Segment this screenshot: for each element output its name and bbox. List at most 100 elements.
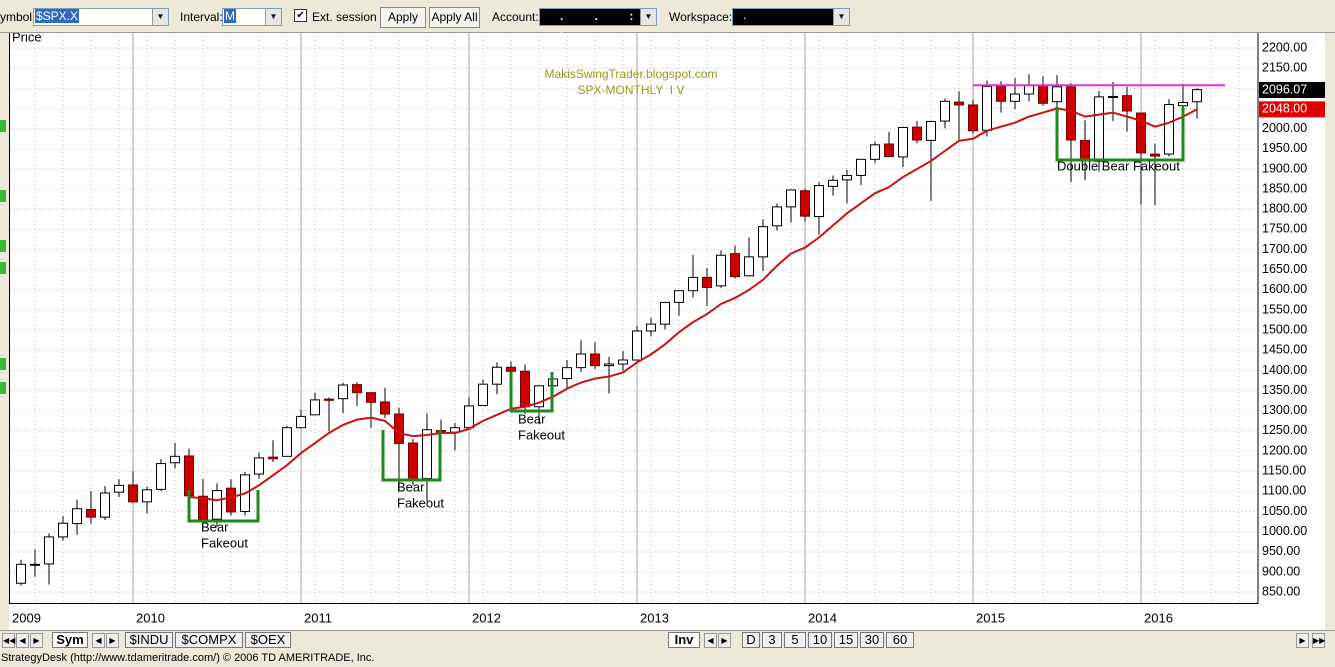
candle-body xyxy=(268,456,278,460)
candle-body xyxy=(1178,102,1188,107)
candle-body xyxy=(940,100,950,122)
price-label: 2096.07 xyxy=(1262,82,1307,96)
candle-body xyxy=(982,85,992,131)
scroll-right[interactable]: ▶ xyxy=(1296,633,1309,648)
workspace-label: Workspace: xyxy=(669,10,733,24)
candle-body xyxy=(1164,104,1174,155)
dropdown-arrow[interactable]: ▼ xyxy=(265,9,281,25)
candle-body xyxy=(646,323,656,332)
x-tick-label: 2015 xyxy=(976,610,1005,625)
candle-body xyxy=(884,143,894,158)
candle-body xyxy=(296,415,306,429)
y-tick-label: 1100.00 xyxy=(1262,484,1306,498)
dropdown-arrow[interactable]: ▼ xyxy=(152,9,168,25)
candle-body xyxy=(674,290,684,303)
x-tick-label: 2014 xyxy=(808,610,837,625)
back-button[interactable]: ◀ xyxy=(16,633,29,648)
tab[interactable]: 10 xyxy=(808,632,832,648)
dropdown-arrow[interactable]: ▼ xyxy=(833,9,849,25)
workspace-value: . xyxy=(743,8,747,22)
y-tick-label: 900.00 xyxy=(1262,564,1300,578)
candle-body xyxy=(338,384,348,400)
apply-button[interactable]: Apply xyxy=(380,7,426,28)
pattern-box xyxy=(187,490,260,523)
y-tick-label: 1800.00 xyxy=(1262,202,1307,216)
price-label: 2048.00 xyxy=(1262,102,1307,116)
account-label: Account: xyxy=(492,10,539,24)
candle-body xyxy=(954,101,964,106)
scroll-end[interactable]: ▶▶ xyxy=(1312,633,1325,648)
candle-body xyxy=(1024,85,1034,95)
tab[interactable]: $OEX xyxy=(245,632,291,648)
annotation: Double Bear Fakeout xyxy=(1057,158,1180,173)
tab[interactable]: Inv xyxy=(668,632,700,648)
candle-body xyxy=(492,366,502,385)
candle-body xyxy=(478,383,488,407)
candle-body xyxy=(870,144,880,160)
symbol-field[interactable]: $SPX.X ▼ xyxy=(33,8,169,26)
x-tick-label: 2013 xyxy=(640,610,669,625)
y-tick-label: 1250.00 xyxy=(1262,423,1307,437)
y-tick-label: 1600.00 xyxy=(1262,282,1307,296)
candle-body xyxy=(618,359,628,365)
forward-button[interactable]: ▶ xyxy=(30,633,43,648)
left-icons xyxy=(0,120,6,394)
tab[interactable]: Sym xyxy=(52,632,88,648)
candle-body xyxy=(1038,84,1048,104)
candle-body xyxy=(254,457,264,475)
y-tick-label: 1900.00 xyxy=(1262,161,1307,175)
candle-body xyxy=(128,484,138,503)
back-button[interactable]: ◀ xyxy=(704,633,717,648)
right-strip xyxy=(1325,32,1335,630)
tab[interactable]: 60 xyxy=(886,632,914,648)
back-button[interactable]: ◀ xyxy=(92,633,105,648)
dropdown-arrow[interactable]: ▼ xyxy=(640,9,656,25)
candle-body xyxy=(352,384,362,394)
apply-all-button[interactable]: Apply All xyxy=(429,7,480,28)
tab[interactable]: D xyxy=(742,632,760,648)
tab[interactable]: 30 xyxy=(860,632,884,648)
forward-button[interactable]: ▶ xyxy=(106,633,119,648)
tab[interactable]: $COMPX xyxy=(175,632,243,648)
account-field[interactable]: . . : . ▼ xyxy=(539,8,657,37)
status-text: StrategyDesk (http://www.tdameritrade.co… xyxy=(1,652,375,664)
account-value: . . : . xyxy=(560,9,648,37)
candle-body xyxy=(576,353,586,369)
plot-layer xyxy=(10,32,1258,603)
annotation: Fakeout xyxy=(397,495,444,510)
candle-body xyxy=(912,126,922,141)
candle-body xyxy=(58,522,68,538)
first-button[interactable]: ◀◀ xyxy=(2,633,15,648)
candle-body xyxy=(44,536,54,565)
candle-body xyxy=(996,85,1006,102)
candle-body xyxy=(16,563,26,584)
candle-body xyxy=(828,179,838,187)
moving-average xyxy=(188,107,1198,502)
candle-body xyxy=(464,405,474,429)
candle-body xyxy=(142,489,152,503)
y-tick-label: 1700.00 xyxy=(1262,242,1307,256)
pattern-box xyxy=(381,430,442,482)
y-tick-label: 1150.00 xyxy=(1262,464,1306,478)
candle-body xyxy=(506,366,516,372)
interval-field[interactable]: M ▼ xyxy=(222,8,282,26)
candle-body xyxy=(1052,86,1062,103)
y-tick-label: 950.00 xyxy=(1262,544,1300,558)
tab[interactable]: 15 xyxy=(834,632,858,648)
candle-body xyxy=(72,508,82,525)
checkbox[interactable]: ✔ xyxy=(294,9,307,22)
tab[interactable]: 3 xyxy=(762,632,782,648)
x-tick-label: 2011 xyxy=(304,610,332,625)
forward-button[interactable]: ▶ xyxy=(718,633,731,648)
toolbar: ymbol: $SPX.X ▼ Interval: M ▼ ✔ Ext. sessi… xyxy=(0,0,1335,37)
candle-body xyxy=(730,253,740,278)
tab[interactable]: 5 xyxy=(784,632,806,648)
tab[interactable]: $INDU xyxy=(125,632,173,648)
workspace-field[interactable]: . ▼ xyxy=(732,8,850,26)
y-tick-label: 850.00 xyxy=(1262,584,1300,598)
y-tick-label: 1950.00 xyxy=(1262,141,1307,155)
price-label-box xyxy=(1259,81,1325,98)
candle-body xyxy=(786,189,796,208)
candle-body xyxy=(226,487,236,513)
